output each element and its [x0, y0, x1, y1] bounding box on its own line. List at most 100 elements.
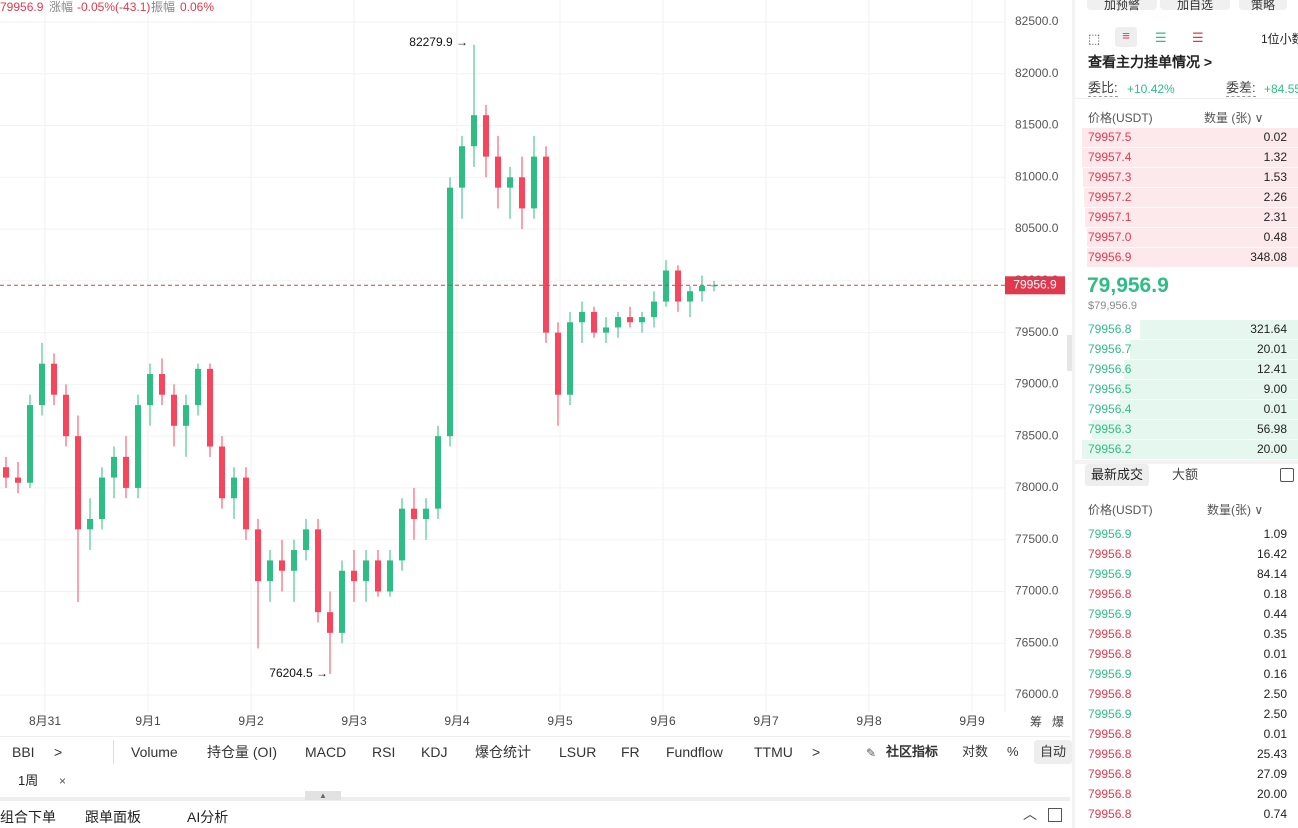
indicator-tab[interactable]: > — [54, 744, 63, 760]
bottom-tab[interactable]: 组合下单 — [0, 809, 56, 825]
button[interactable]: 加预警 — [1087, 0, 1157, 12]
main-orders[interactable]: 查看主力挂单情况 > — [1088, 54, 1213, 70]
trade-price: 79956.8 — [1088, 767, 1132, 781]
indicator-tab[interactable]: Fundflow — [666, 744, 723, 760]
candle-body — [303, 529, 309, 551]
popout-icon[interactable] — [1048, 808, 1062, 822]
separator — [113, 740, 114, 764]
candle-body — [519, 177, 525, 209]
icon[interactable]: ⬚ — [1088, 31, 1101, 46]
candle-body — [375, 560, 381, 592]
candle-body — [687, 291, 693, 302]
candle-body — [267, 560, 273, 582]
icon[interactable]: ☰ — [1155, 30, 1167, 45]
candle-body — [675, 270, 681, 302]
candle-body — [591, 311, 597, 333]
indicator-tab[interactable]: FR — [621, 744, 640, 760]
mid-price: 79,956.9 — [1087, 274, 1169, 297]
indicator-tab[interactable]: RSI — [372, 744, 396, 760]
trade-price: 79956.9 — [1088, 667, 1132, 681]
trade-tab[interactable]: 大额 — [1172, 467, 1199, 482]
trade-qty-header: 数量(张) ∨ — [1207, 503, 1264, 517]
bid-qty: 9.00 — [1263, 382, 1287, 396]
trade-price-header: 价格(USDT) — [1088, 503, 1153, 517]
trade-price: 79956.8 — [1088, 727, 1132, 741]
chart-tool[interactable]: 社区指标 — [886, 744, 939, 759]
candle-body — [123, 456, 129, 488]
candle-body — [315, 529, 321, 613]
trade-price: 79956.9 — [1088, 527, 1132, 541]
checkbox[interactable] — [1280, 468, 1294, 482]
candle-body — [327, 612, 333, 633]
indicator-tab[interactable]: MACD — [305, 744, 347, 760]
trade-tab[interactable]: 最新成交 — [1085, 464, 1150, 486]
bid-qty: 321.64 — [1250, 322, 1287, 336]
period-close[interactable]: × — [59, 774, 67, 788]
ask-qty: 2.26 — [1263, 190, 1287, 204]
bid-depth — [1091, 420, 1298, 439]
trade-price: 79956.9 — [1088, 607, 1132, 621]
collapse-handle[interactable] — [1067, 335, 1075, 371]
chart-tool[interactable]: 自动 — [1034, 740, 1073, 764]
ratio-label: 委比: — [1088, 80, 1118, 97]
divider — [1075, 460, 1298, 464]
y-tick-label: 77500.0 — [1015, 532, 1059, 546]
candle-body — [567, 322, 573, 395]
trade-qty: 27.09 — [1256, 767, 1287, 781]
trade-qty: 2.50 — [1263, 707, 1287, 721]
indicator-tab[interactable]: BBI — [12, 744, 35, 760]
candle-body — [351, 570, 357, 582]
candle-body — [387, 560, 393, 592]
chart-tool[interactable]: 对数 — [962, 744, 989, 759]
button[interactable]: 策略 — [1239, 0, 1287, 12]
candle-body — [555, 332, 561, 395]
candle-body — [183, 405, 189, 426]
indicator-tab[interactable]: > — [812, 744, 821, 760]
indicator-tab[interactable]: Volume — [131, 744, 178, 760]
y-tick-label: 78000.0 — [1015, 480, 1059, 494]
indicator-tab[interactable]: TTMU — [754, 744, 793, 760]
candle-body — [627, 317, 633, 323]
ask-depth — [1082, 128, 1298, 147]
bid-price: 79956.3 — [1088, 422, 1132, 436]
expand-icon[interactable]: ︿ — [1023, 806, 1037, 822]
y-tick-label: 77000.0 — [1015, 584, 1059, 598]
resize-handle[interactable]: ▲ — [305, 791, 341, 800]
candle-body — [243, 477, 249, 530]
y-tick-label: 76500.0 — [1015, 635, 1059, 649]
bottom-tab[interactable]: 跟单面板 — [85, 809, 141, 825]
candle-body — [291, 550, 297, 571]
trade-qty: 20.00 — [1256, 787, 1287, 801]
indicator-tab[interactable]: 爆仓统计 — [475, 744, 531, 760]
candle-body — [87, 518, 93, 530]
trade-price: 79956.8 — [1088, 787, 1132, 801]
candle-body — [159, 374, 165, 395]
trade-price: 79956.9 — [1088, 707, 1132, 721]
ask-price: 79957.0 — [1088, 230, 1132, 244]
indicator-tab[interactable]: KDJ — [421, 744, 448, 760]
candle-body — [3, 467, 9, 478]
ask-depth — [1082, 148, 1298, 167]
diff-label: 委差: — [1226, 80, 1256, 97]
bottom-tab[interactable]: AI分析 — [187, 809, 229, 825]
trade-qty: 0.18 — [1263, 587, 1287, 601]
header-price: 79956.9 — [0, 0, 44, 14]
candle-body — [603, 327, 609, 333]
icon[interactable]: ≡ — [1115, 27, 1137, 47]
trade-price: 79956.8 — [1088, 587, 1132, 601]
y-tick-label: 82500.0 — [1015, 14, 1059, 28]
bid-price: 79956.8 — [1088, 322, 1132, 336]
indicator-tab[interactable]: 持仓量 (OI) — [207, 744, 277, 760]
candle-body — [399, 508, 405, 561]
axis-tool: 爆 — [1052, 715, 1064, 729]
header-change_label: 涨幅 — [49, 0, 74, 14]
icon[interactable]: ☰ — [1192, 30, 1204, 45]
bid-price: 79956.6 — [1088, 362, 1132, 376]
bid-price: 79956.4 — [1088, 402, 1132, 416]
indicator-tab[interactable]: LSUR — [559, 744, 597, 760]
button[interactable]: 加自选 — [1160, 0, 1230, 12]
period-tab[interactable]: 1周 — [18, 773, 39, 788]
candle-body — [495, 156, 501, 188]
decimals[interactable]: 1位小数 — [1261, 32, 1298, 46]
chart-tool[interactable]: % — [1007, 744, 1019, 759]
